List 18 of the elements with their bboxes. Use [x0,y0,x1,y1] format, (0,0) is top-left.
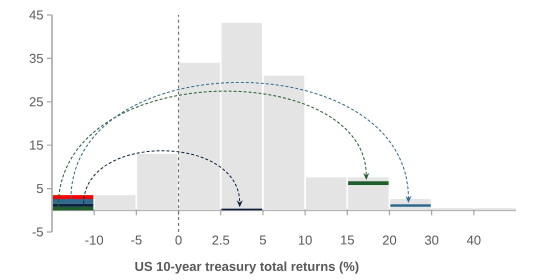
text: -5 [131,236,142,245]
text: 0 [175,236,182,245]
text: 20 [382,236,396,245]
text: 2.5 [212,236,230,245]
text: 10 [298,236,312,245]
y-tick-label: -5 [32,227,43,237]
y-tick-label: 35 [30,54,43,63]
text: -10 [85,236,104,245]
y-tick-label: 45 [29,10,43,20]
y-tick-label: 25 [30,97,43,106]
y-tick-label: 5 [36,184,43,194]
text: 15 [341,236,354,245]
x-axis-title: US 10-year treasury total returns (%) [135,262,358,274]
text: 5 [260,236,266,245]
text: 40 [466,236,481,245]
bar [52,195,94,200]
y-tick-label: 15 [30,140,43,150]
text: 30 [424,236,438,245]
